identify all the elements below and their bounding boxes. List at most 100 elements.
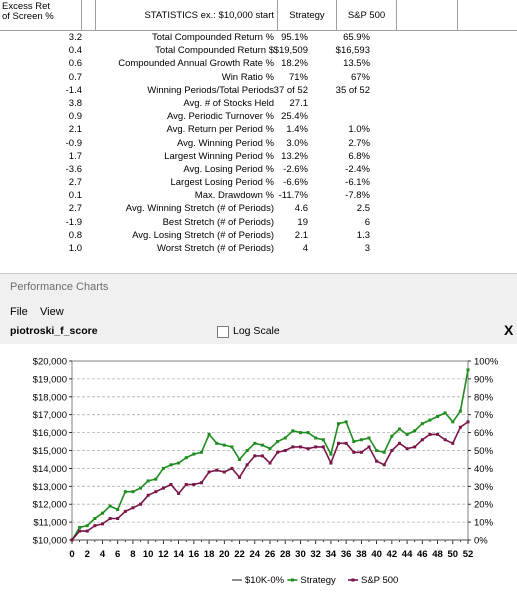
data-point (413, 429, 417, 433)
x-tick-label: 4 (100, 549, 106, 560)
legend-label: Strategy (300, 575, 336, 586)
y-tick-label-left: $13,000 (33, 482, 67, 493)
stat-label: Largest Winning Period % (164, 150, 274, 162)
data-point (420, 438, 424, 442)
excess-value: 2.1 (68, 124, 82, 136)
stat-row: 3.2 Total Compounded Return % 95.1% 65.9% (0, 31, 458, 44)
excess-value: -1.9 (65, 216, 82, 228)
data-point (283, 449, 287, 452)
stat-row: 0.9 Avg. Periodic Turnover % 25.4% (0, 110, 458, 123)
column-header-statistics[interactable]: STATISTICS ex.: $10,000 start (96, 0, 278, 30)
stat-label: Total Compounded Return $ (155, 45, 274, 57)
data-point (100, 511, 104, 515)
data-point (375, 449, 379, 452)
performance-chart: $10,000 0% $11,000 10% $12,000 20% $13,000 30% $… (0, 344, 517, 589)
data-point (352, 450, 356, 454)
sp500-value: 65.9% (343, 32, 370, 43)
column-header-strategy[interactable]: Strategy (278, 0, 337, 30)
y-tick-label-right: 90% (474, 374, 494, 385)
data-point (123, 490, 127, 494)
stat-label: Avg. Winning Period % (177, 137, 274, 149)
sp500-value: 1.3 (356, 229, 370, 241)
chart-svg: $10,000 0% $11,000 10% $12,000 20% $13,000 30% $… (33, 357, 499, 587)
data-point (199, 481, 203, 485)
column-header-sp500[interactable]: S&P 500 (337, 0, 397, 30)
data-point (116, 508, 120, 512)
data-point (154, 490, 158, 494)
data-point (314, 445, 318, 449)
column-header-blank[interactable] (82, 0, 96, 30)
stat-label: Worst Stretch (# of Periods) (156, 243, 274, 254)
menu-file[interactable]: File (10, 306, 28, 318)
data-point (146, 479, 150, 483)
excess-value: 0.4 (68, 45, 82, 57)
strategy-value: -2.6% (283, 163, 308, 175)
data-point (207, 470, 211, 474)
strategy-value: 25.4% (281, 111, 308, 123)
data-point (230, 466, 234, 470)
strategy-value: 1.4% (286, 124, 308, 136)
data-point (413, 445, 417, 449)
data-point (139, 486, 143, 490)
statistics-header: Excess Ret of Screen % STATISTICS ex.: $1… (0, 0, 517, 31)
sp500-value: $16,593 (335, 45, 370, 57)
stat-row: 0.6 Compounded Annual Growth Rate % 18.2% 1… (0, 57, 458, 70)
data-point (268, 461, 272, 465)
x-tick-label: 34 (326, 549, 337, 560)
x-tick-label: 14 (173, 549, 184, 560)
data-point (337, 422, 341, 426)
column-header-blank-2[interactable] (397, 0, 458, 30)
window-title: Performance Charts (10, 281, 109, 293)
close-icon[interactable]: X (504, 322, 514, 338)
data-point (215, 441, 219, 445)
stat-row: 1.0 Worst Stretch (# of Periods) 4 3 (0, 242, 458, 255)
y-tick-label-left: $16,000 (33, 428, 67, 439)
stat-label: Compounded Annual Growth Rate % (118, 58, 274, 70)
x-tick-label: 18 (204, 549, 215, 560)
data-point (253, 441, 257, 445)
data-point (291, 445, 295, 449)
sp500-value: 1.0% (348, 124, 370, 136)
strategy-value: -6.6% (283, 177, 308, 189)
x-tick-label: 38 (356, 549, 367, 560)
stat-label: Avg. Losing Stretch (# of Periods) (132, 229, 274, 241)
data-point (306, 447, 310, 451)
sp500-value: 13.5% (343, 58, 370, 70)
stat-label: Avg. Return per Period % (166, 124, 274, 136)
x-tick-label: 46 (417, 549, 428, 560)
performance-charts-window: Performance Charts File View piotroski_f… (0, 273, 517, 589)
data-point (100, 522, 104, 526)
stat-row: 0.4 Total Compounded Return $ $19,509 $16,5… (0, 44, 458, 57)
sp500-value: -7.8% (345, 190, 370, 202)
y-tick-label-right: 50% (474, 446, 494, 457)
excess-value: 0.6 (68, 58, 82, 70)
log-scale-checkbox[interactable] (217, 326, 229, 338)
strategy-value: 18.2% (281, 58, 308, 70)
menu-view[interactable]: View (40, 306, 64, 318)
data-point (352, 440, 356, 444)
stat-label: Win Ratio % (221, 71, 274, 83)
data-point (397, 441, 401, 445)
data-point (321, 445, 325, 449)
y-tick-label-left: $19,000 (33, 374, 67, 385)
data-point (321, 438, 325, 442)
data-point (329, 452, 333, 456)
strategy-value: 95.1% (281, 32, 308, 43)
y-tick-label-right: 0% (474, 536, 488, 547)
chart-toolbar: piotroski_f_score Log Scale X (0, 322, 517, 342)
data-point (253, 454, 257, 458)
stat-row: 2.7 Avg. Winning Stretch (# of Periods) 4.… (0, 202, 458, 215)
data-point (314, 436, 318, 440)
chart-name: piotroski_f_score (10, 325, 98, 337)
strategy-value: 4.6 (294, 203, 308, 215)
strategy-value: 2.1 (294, 229, 308, 241)
excess-value: -1.4 (65, 84, 82, 96)
y-tick-label-left: $20,000 (33, 357, 67, 368)
column-header-excess-return[interactable]: Excess Ret of Screen % (0, 0, 82, 30)
strategy-value: 37 of 52 (273, 84, 308, 96)
excess-value: 1.0 (68, 243, 82, 254)
y-tick-label-right: 60% (474, 428, 494, 439)
log-scale-label[interactable]: Log Scale (233, 325, 280, 337)
x-tick-label: 36 (341, 549, 352, 560)
data-point (184, 456, 188, 460)
